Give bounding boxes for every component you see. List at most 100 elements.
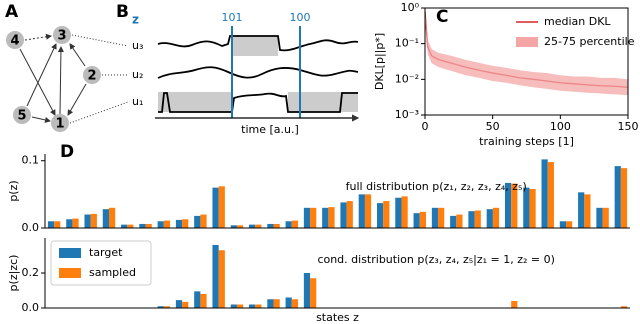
- bar: [285, 221, 292, 228]
- node-label: 3: [57, 29, 66, 44]
- bar: [236, 225, 244, 228]
- bar: [194, 291, 201, 308]
- x-axis-label: states z: [316, 311, 359, 324]
- bar: [346, 201, 353, 228]
- bar: [492, 207, 500, 228]
- node: [13, 106, 31, 124]
- y-tick-label: 10⁻¹: [395, 37, 419, 50]
- bar: [486, 209, 493, 228]
- bar: [413, 213, 420, 228]
- bar: [212, 245, 219, 308]
- symbol: z: [132, 13, 139, 27]
- bar: [511, 301, 518, 308]
- bar: [218, 186, 225, 228]
- bar: [121, 224, 128, 228]
- bar: [401, 196, 408, 228]
- node: [51, 114, 69, 132]
- bar: [267, 299, 274, 308]
- panel-label: D: [60, 142, 74, 162]
- panel-label: A: [5, 2, 19, 22]
- bar: [566, 221, 573, 228]
- bar: [456, 214, 463, 228]
- edge: [24, 33, 52, 41]
- row-label: u₃: [132, 39, 143, 52]
- bar: [230, 225, 237, 228]
- traces: [155, 26, 360, 122]
- bar: [523, 187, 530, 228]
- y-tick-label: 10⁰: [401, 1, 420, 14]
- edge: [31, 116, 51, 123]
- bar: [547, 162, 554, 228]
- link: [71, 34, 129, 47]
- bar: [438, 207, 445, 228]
- bar: [602, 207, 609, 228]
- bar: [157, 306, 164, 308]
- node: [53, 26, 71, 44]
- bar: [310, 207, 317, 228]
- bar: [376, 203, 384, 228]
- node-label: 2: [87, 69, 96, 84]
- axis: [44, 154, 630, 229]
- bar: [255, 224, 262, 228]
- x-tick-label: 100: [550, 120, 571, 133]
- node: [6, 31, 24, 49]
- bar: [200, 294, 207, 308]
- trace: [157, 35, 359, 52]
- plot-frame: [424, 7, 629, 116]
- bar: [358, 194, 365, 228]
- shade: [158, 92, 232, 112]
- bar: [450, 215, 457, 228]
- x-tick-label: 150: [618, 120, 639, 133]
- bar: [54, 221, 61, 228]
- bar: [511, 183, 518, 228]
- legend-label: median DKL: [544, 15, 611, 28]
- y-tick-label: 0.0: [22, 301, 40, 314]
- edge: [57, 46, 64, 115]
- y-axis-label: p(z): [7, 180, 20, 201]
- bar: [90, 213, 97, 228]
- legend-swatch: [516, 37, 538, 47]
- y-tick-label: 10⁻³: [395, 108, 419, 121]
- bar: [145, 223, 152, 228]
- y-tick-label: 0.0: [22, 221, 40, 234]
- y-tick-label: 10⁻²: [395, 72, 419, 85]
- nodes: 1 2 3 4 5: [6, 26, 101, 132]
- x-tick-label: 0: [422, 120, 429, 133]
- bar: [157, 221, 164, 228]
- bar: [285, 297, 292, 308]
- bar: [249, 304, 256, 308]
- bar: [419, 211, 426, 228]
- edge: [19, 48, 56, 116]
- marker-label: 100: [290, 11, 311, 24]
- bar: [84, 214, 91, 228]
- bar: [249, 224, 256, 228]
- bar: [108, 207, 116, 228]
- bar: [559, 221, 567, 228]
- graph: [19, 33, 129, 124]
- bar: [200, 214, 207, 228]
- edge: [67, 83, 87, 116]
- bar: [291, 299, 299, 308]
- bar: [127, 224, 134, 228]
- bar: [267, 223, 274, 228]
- bar: [218, 250, 225, 308]
- bar: [230, 304, 237, 308]
- shade: [288, 92, 358, 112]
- y-axis-label: DKL[p||p*]: [373, 33, 386, 90]
- shade: [232, 36, 278, 56]
- edge: [69, 43, 86, 67]
- node-label: 4: [10, 34, 19, 49]
- panel-label: C: [436, 7, 448, 27]
- bar: [291, 220, 299, 228]
- trace: [157, 66, 359, 79]
- bar: [504, 182, 512, 228]
- bar: [620, 306, 628, 308]
- x-tick-label: 50: [486, 120, 500, 133]
- panel-label: B: [116, 2, 129, 22]
- bar: [383, 201, 390, 228]
- bar: [303, 207, 311, 228]
- row-label: u₁: [132, 95, 143, 108]
- bar: [273, 223, 280, 228]
- marker-label: 101: [222, 11, 243, 24]
- axis: [44, 238, 630, 309]
